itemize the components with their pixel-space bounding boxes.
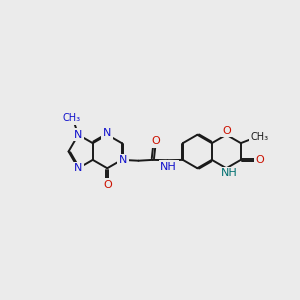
Text: O: O (103, 180, 112, 190)
Text: O: O (151, 136, 160, 146)
Text: NH: NH (221, 168, 238, 178)
Text: O: O (255, 155, 264, 165)
Text: N: N (74, 163, 82, 173)
Text: CH₃: CH₃ (250, 132, 268, 142)
Text: CH₃: CH₃ (63, 113, 81, 123)
Text: NH: NH (160, 162, 177, 172)
Text: N: N (74, 130, 82, 140)
Text: N: N (103, 128, 111, 138)
Text: O: O (222, 126, 231, 136)
Text: N: N (119, 155, 127, 165)
